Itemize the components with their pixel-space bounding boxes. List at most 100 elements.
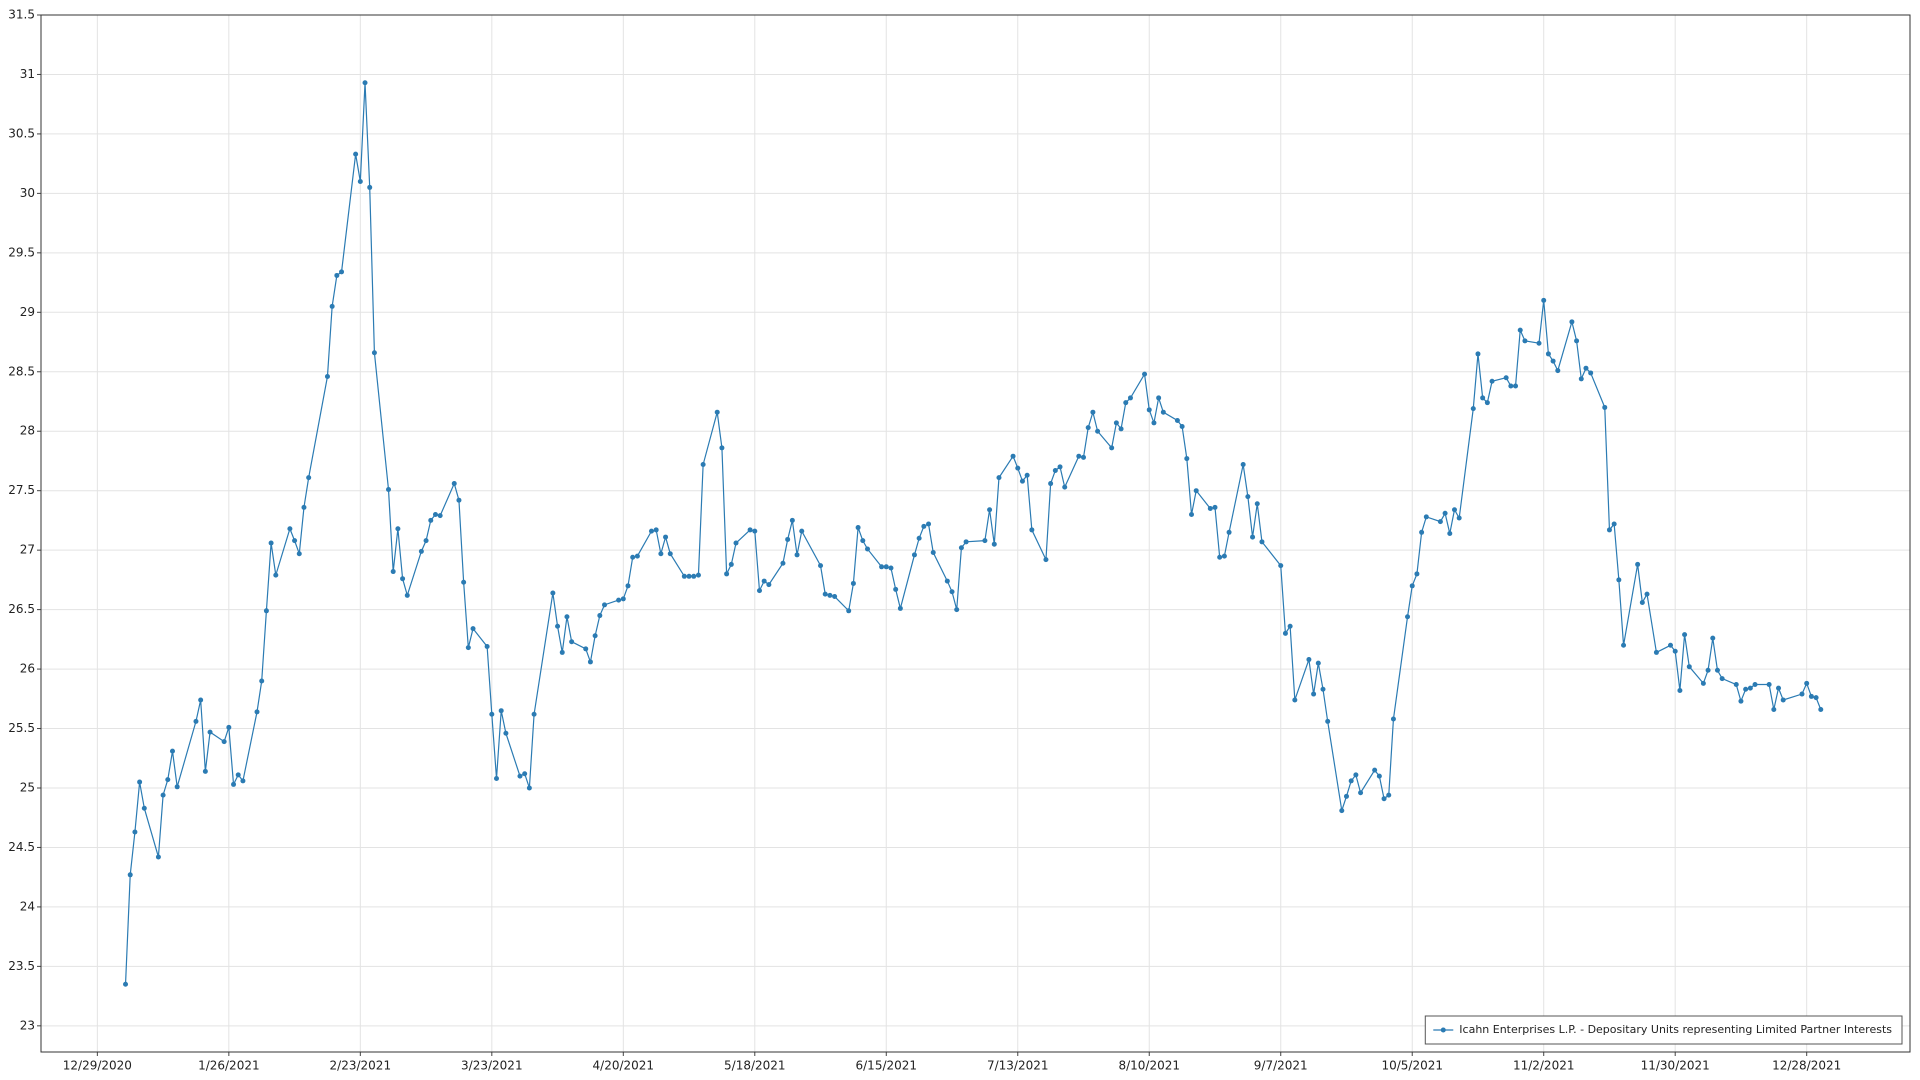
data-point <box>1287 623 1293 629</box>
data-point <box>1015 465 1021 471</box>
data-point <box>733 540 739 546</box>
data-point <box>1714 667 1720 673</box>
data-point <box>1278 563 1284 569</box>
data-point <box>686 573 692 579</box>
data-point <box>174 784 180 790</box>
data-point <box>1095 428 1101 434</box>
data-point <box>1766 682 1772 688</box>
data-point <box>1639 599 1645 605</box>
y-tick-label: 24 <box>20 899 35 913</box>
x-tick-label: 12/28/2021 <box>1772 1059 1841 1073</box>
data-point <box>1259 539 1265 545</box>
data-point <box>921 523 927 529</box>
data-point <box>1048 481 1054 487</box>
data-point <box>160 792 166 798</box>
data-point <box>724 571 730 577</box>
data-point <box>1550 358 1556 364</box>
data-point <box>1776 685 1782 691</box>
data-point <box>155 854 161 860</box>
data-point <box>1113 420 1119 426</box>
data-point <box>620 596 626 602</box>
data-point <box>404 592 410 598</box>
data-point <box>681 573 687 579</box>
data-point <box>1325 718 1331 724</box>
data-point <box>1160 409 1166 415</box>
data-point <box>1738 698 1744 704</box>
data-point <box>169 748 175 754</box>
data-point <box>559 649 565 655</box>
data-point <box>1621 642 1627 648</box>
data-point <box>1343 793 1349 799</box>
y-tick-label: 28 <box>20 424 35 438</box>
data-point <box>226 724 232 730</box>
data-point <box>324 374 330 380</box>
data-point <box>1372 767 1378 773</box>
data-point <box>1653 649 1659 655</box>
data-point <box>263 608 269 614</box>
data-point <box>756 588 762 594</box>
data-point <box>630 554 636 560</box>
data-point <box>1386 792 1392 798</box>
legend-marker <box>1440 1027 1446 1033</box>
data-point <box>1808 693 1814 699</box>
data-point <box>207 729 213 735</box>
data-point <box>1480 395 1486 401</box>
data-point <box>1240 462 1246 468</box>
data-point <box>1489 378 1495 384</box>
data-point <box>1221 553 1227 559</box>
data-point <box>254 709 260 715</box>
data-point <box>1799 691 1805 697</box>
data-point <box>423 538 429 544</box>
data-point <box>339 269 345 275</box>
data-point <box>390 569 396 575</box>
data-point <box>719 445 725 451</box>
data-point <box>428 517 434 523</box>
data-point <box>400 576 406 582</box>
data-point <box>667 551 673 557</box>
data-point <box>1419 529 1425 535</box>
data-point <box>235 772 241 778</box>
y-tick-label: 31 <box>20 67 35 81</box>
data-point <box>569 639 575 645</box>
data-point <box>137 779 143 785</box>
data-point <box>1254 501 1260 507</box>
data-point <box>123 981 129 987</box>
data-point <box>1376 773 1382 779</box>
y-tick-label: 28.5 <box>8 364 35 378</box>
data-point <box>1578 376 1584 382</box>
data-point <box>287 526 293 532</box>
data-point <box>231 781 237 787</box>
data-point <box>663 534 669 540</box>
data-point <box>1207 506 1213 512</box>
data-point <box>221 739 227 745</box>
data-point <box>761 578 767 584</box>
data-point <box>357 178 363 184</box>
data-point <box>991 541 997 547</box>
data-point <box>1672 648 1678 654</box>
data-point <box>555 623 561 629</box>
data-point <box>944 578 950 584</box>
data-point <box>1123 400 1129 406</box>
y-tick-label: 23 <box>20 1018 35 1032</box>
data-point <box>259 678 265 684</box>
data-point <box>165 777 171 783</box>
data-point <box>653 527 659 533</box>
data-point <box>418 548 424 554</box>
data-point <box>818 563 824 569</box>
data-point <box>911 552 917 558</box>
data-point <box>240 778 246 784</box>
data-point <box>916 535 922 541</box>
data-point <box>132 829 138 835</box>
data-point <box>1747 685 1753 691</box>
data-point <box>822 591 828 597</box>
data-point <box>597 613 603 619</box>
data-point <box>362 80 368 86</box>
y-tick-label: 29 <box>20 305 35 319</box>
data-point <box>301 504 307 510</box>
data-point <box>799 528 805 534</box>
data-point <box>334 272 340 278</box>
data-point <box>691 573 697 579</box>
data-point <box>1339 808 1345 814</box>
data-point <box>1555 368 1561 374</box>
